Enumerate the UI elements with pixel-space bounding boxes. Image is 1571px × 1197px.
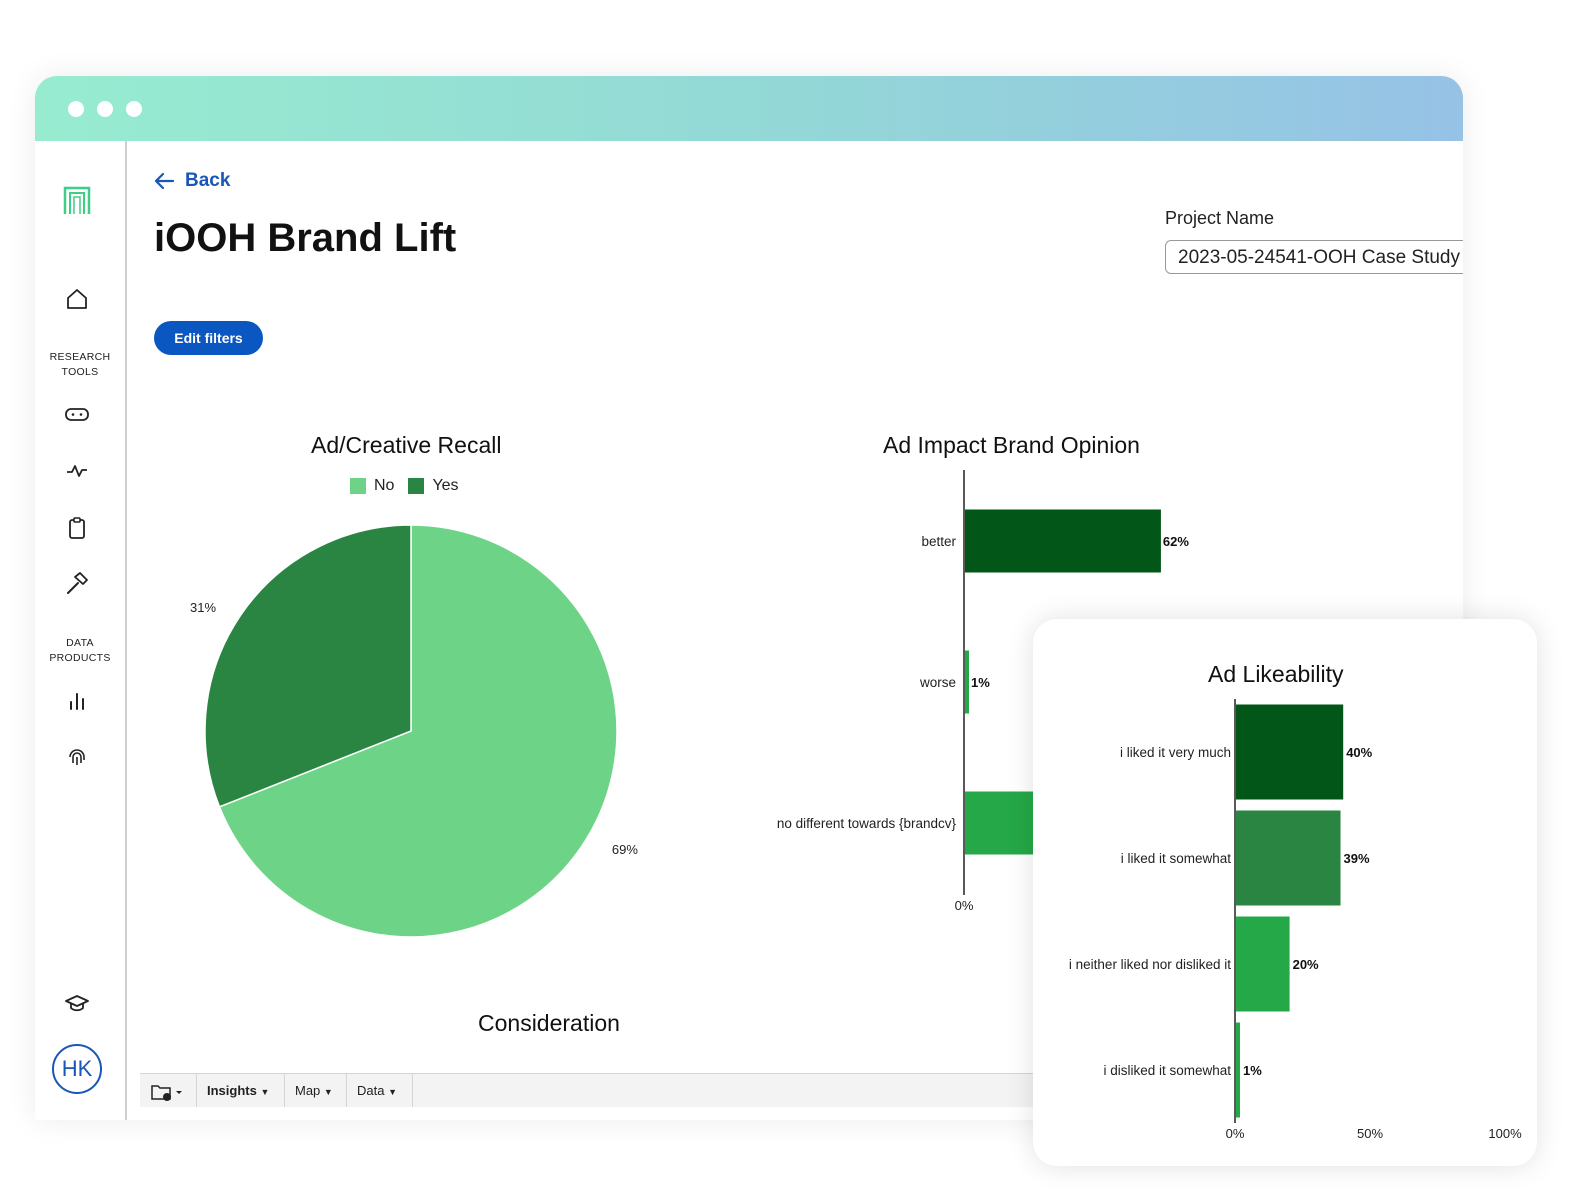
chevron-down-icon: ▼	[323, 1087, 333, 1097]
opinion-category-label: worse	[919, 675, 956, 690]
pie-slice-yes	[204, 524, 412, 808]
ad-likeability-card: Ad Likeability i liked it very much 40% i …	[1033, 619, 1537, 1166]
likeability-x-tick: 50%	[1357, 1126, 1383, 1141]
map-menu[interactable]: Map ▼	[285, 1074, 347, 1107]
window-dot-1[interactable]	[68, 101, 84, 117]
brand-opinion-chart-title: Ad Impact Brand Opinion	[883, 432, 1140, 458]
opinion-bar-0	[965, 509, 1161, 573]
likeability-category-label: i disliked it somewhat	[1103, 1063, 1231, 1078]
graduation-cap-icon[interactable]	[63, 989, 91, 1017]
map-menu-label: Map	[295, 1083, 321, 1098]
avatar[interactable]: HK	[52, 1044, 102, 1094]
likeability-chart-title: Ad Likeability	[1208, 661, 1344, 687]
legend-swatch-yes	[408, 478, 425, 494]
opinion-x-tick: 0%	[955, 898, 974, 913]
legend-item-yes[interactable]: Yes	[408, 477, 459, 495]
likeability-bar-1	[1236, 810, 1341, 906]
opinion-value-label: 62%	[1163, 534, 1189, 549]
back-label: Back	[185, 170, 231, 191]
folder-add-icon	[151, 1084, 182, 1101]
likeability-category-label: i neither liked nor disliked it	[1069, 957, 1231, 972]
likeability-value-label: 39%	[1344, 851, 1370, 866]
pie-label-no: 69%	[612, 842, 638, 857]
insights-menu[interactable]: Insights ▼	[197, 1074, 285, 1107]
data-products-line2: PRODUCTS	[49, 652, 111, 664]
bottom-toolbar: Insights ▼ Map ▼ Data ▼	[140, 1073, 1040, 1107]
likeability-value-label: 20%	[1293, 957, 1319, 972]
bar-chart-icon[interactable]	[63, 687, 91, 715]
likeability-category-label: i liked it very much	[1120, 745, 1231, 760]
hammer-icon[interactable]	[63, 569, 91, 597]
data-products-label: DATA PRODUCTS	[35, 636, 125, 666]
likeability-bar-3	[1236, 1022, 1240, 1118]
arch-logo-icon[interactable]	[63, 185, 91, 215]
likeability-bar-0	[1236, 704, 1344, 800]
recall-pie-chart: 69% 31%	[190, 524, 638, 938]
likeability-x-tick: 0%	[1226, 1126, 1245, 1141]
consideration-chart-title: Consideration	[478, 1010, 620, 1036]
likeability-value-label: 1%	[1243, 1063, 1262, 1078]
likeability-bar-chart: i liked it very much 40% i liked it somewh…	[1069, 699, 1522, 1141]
window-titlebar	[35, 76, 1463, 141]
project-name-label: Project Name	[1165, 208, 1275, 228]
home-icon[interactable]	[63, 285, 91, 313]
likeability-category-label: i liked it somewhat	[1121, 851, 1232, 866]
data-products-line1: DATA	[66, 637, 94, 649]
legend-item-no[interactable]: No	[350, 477, 394, 495]
legend-label-no: No	[374, 477, 395, 494]
research-tools-label: RESEARCH TOOLS	[35, 350, 125, 380]
opinion-value-label: 1%	[971, 675, 990, 690]
likeability-bar-2	[1236, 916, 1290, 1012]
opinion-category-label: better	[921, 534, 956, 549]
research-tools-line2: TOOLS	[61, 366, 99, 378]
data-menu[interactable]: Data ▼	[347, 1074, 413, 1107]
folder-add-button[interactable]	[140, 1074, 197, 1107]
window-dot-2[interactable]	[97, 101, 113, 117]
edit-filters-button[interactable]: Edit filters	[154, 321, 263, 355]
pie-label-yes: 31%	[190, 600, 216, 615]
opinion-bar-1	[965, 650, 969, 714]
recall-chart-title: Ad/Creative Recall	[311, 432, 502, 458]
data-menu-label: Data	[357, 1083, 385, 1098]
chevron-down-icon: ▼	[388, 1087, 398, 1097]
legend-label-yes: Yes	[432, 477, 459, 494]
project-name-clip: 2023-05-24541-OOH Case Study	[1165, 240, 1463, 276]
chat-bubble-icon[interactable]	[63, 401, 91, 429]
window-dot-3[interactable]	[126, 101, 142, 117]
fingerprint-icon[interactable]	[63, 743, 91, 771]
recall-legend: No Yes	[350, 477, 473, 495]
arrow-left-icon	[154, 172, 175, 190]
opinion-category-label: no different towards {brandcv}	[777, 816, 957, 831]
page-title: iOOH Brand Lift	[154, 216, 457, 260]
app-window: RESEARCH TOOLS DATA PRODUCTS	[35, 76, 1463, 1120]
legend-swatch-no	[350, 478, 366, 494]
likeability-x-tick: 100%	[1488, 1126, 1522, 1141]
insights-menu-label: Insights	[207, 1083, 257, 1098]
project-name-field[interactable]: 2023-05-24541-OOH Case Study	[1165, 240, 1463, 274]
research-tools-line1: RESEARCH	[49, 351, 111, 363]
likeability-value-label: 40%	[1346, 745, 1372, 760]
chevron-down-icon: ▼	[260, 1087, 270, 1097]
back-button[interactable]: Back	[153, 168, 230, 194]
clipboard-icon[interactable]	[63, 514, 91, 542]
sidebar: RESEARCH TOOLS DATA PRODUCTS	[35, 141, 127, 1120]
pie-slice-no	[218, 524, 618, 938]
pulse-icon[interactable]	[63, 457, 91, 485]
